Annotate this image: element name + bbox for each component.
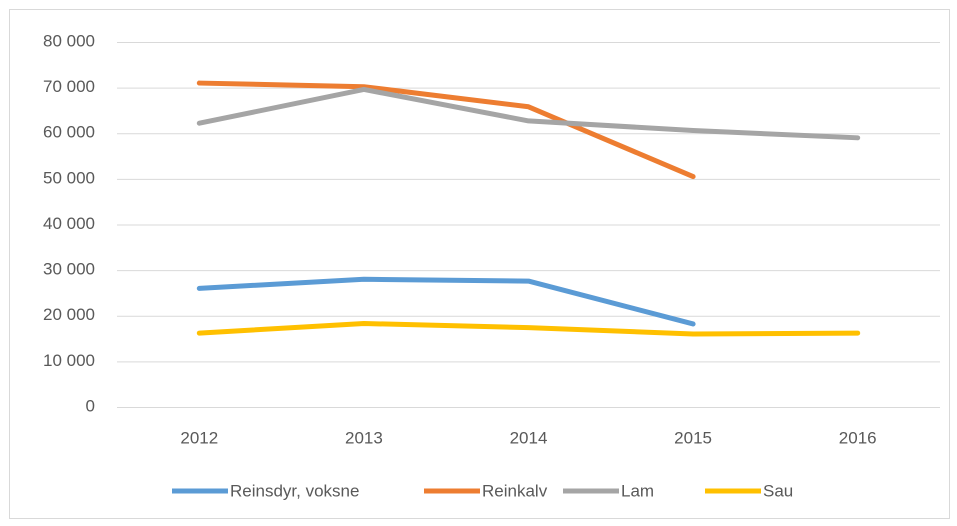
series-line [196,80,696,180]
y-tick-label: 20 000 [43,305,95,324]
series-line [196,276,696,327]
x-tick-label: 2015 [674,428,712,447]
y-tick-label: 80 000 [43,31,95,50]
x-tick-label: 2013 [345,428,383,447]
legend-label: Lam [621,481,654,500]
x-tick-label: 2014 [510,428,548,447]
x-tick-label: 2012 [180,428,218,447]
series-line [196,86,861,141]
y-tick-label: 40 000 [43,214,95,233]
legend-label: Sau [763,481,793,500]
y-tick-label: 70 000 [43,77,95,96]
chart-border [9,9,950,519]
y-tick-label: 60 000 [43,123,95,142]
legend-label: Reinsdyr, voksne [230,481,359,500]
series-line [196,321,861,337]
y-tick-label: 30 000 [43,260,95,279]
y-tick-label: 10 000 [43,351,95,370]
y-tick-label: 50 000 [43,168,95,187]
y-tick-label: 0 [86,396,95,415]
legend-label: Reinkalv [482,481,548,500]
x-tick-label: 2016 [839,428,877,447]
